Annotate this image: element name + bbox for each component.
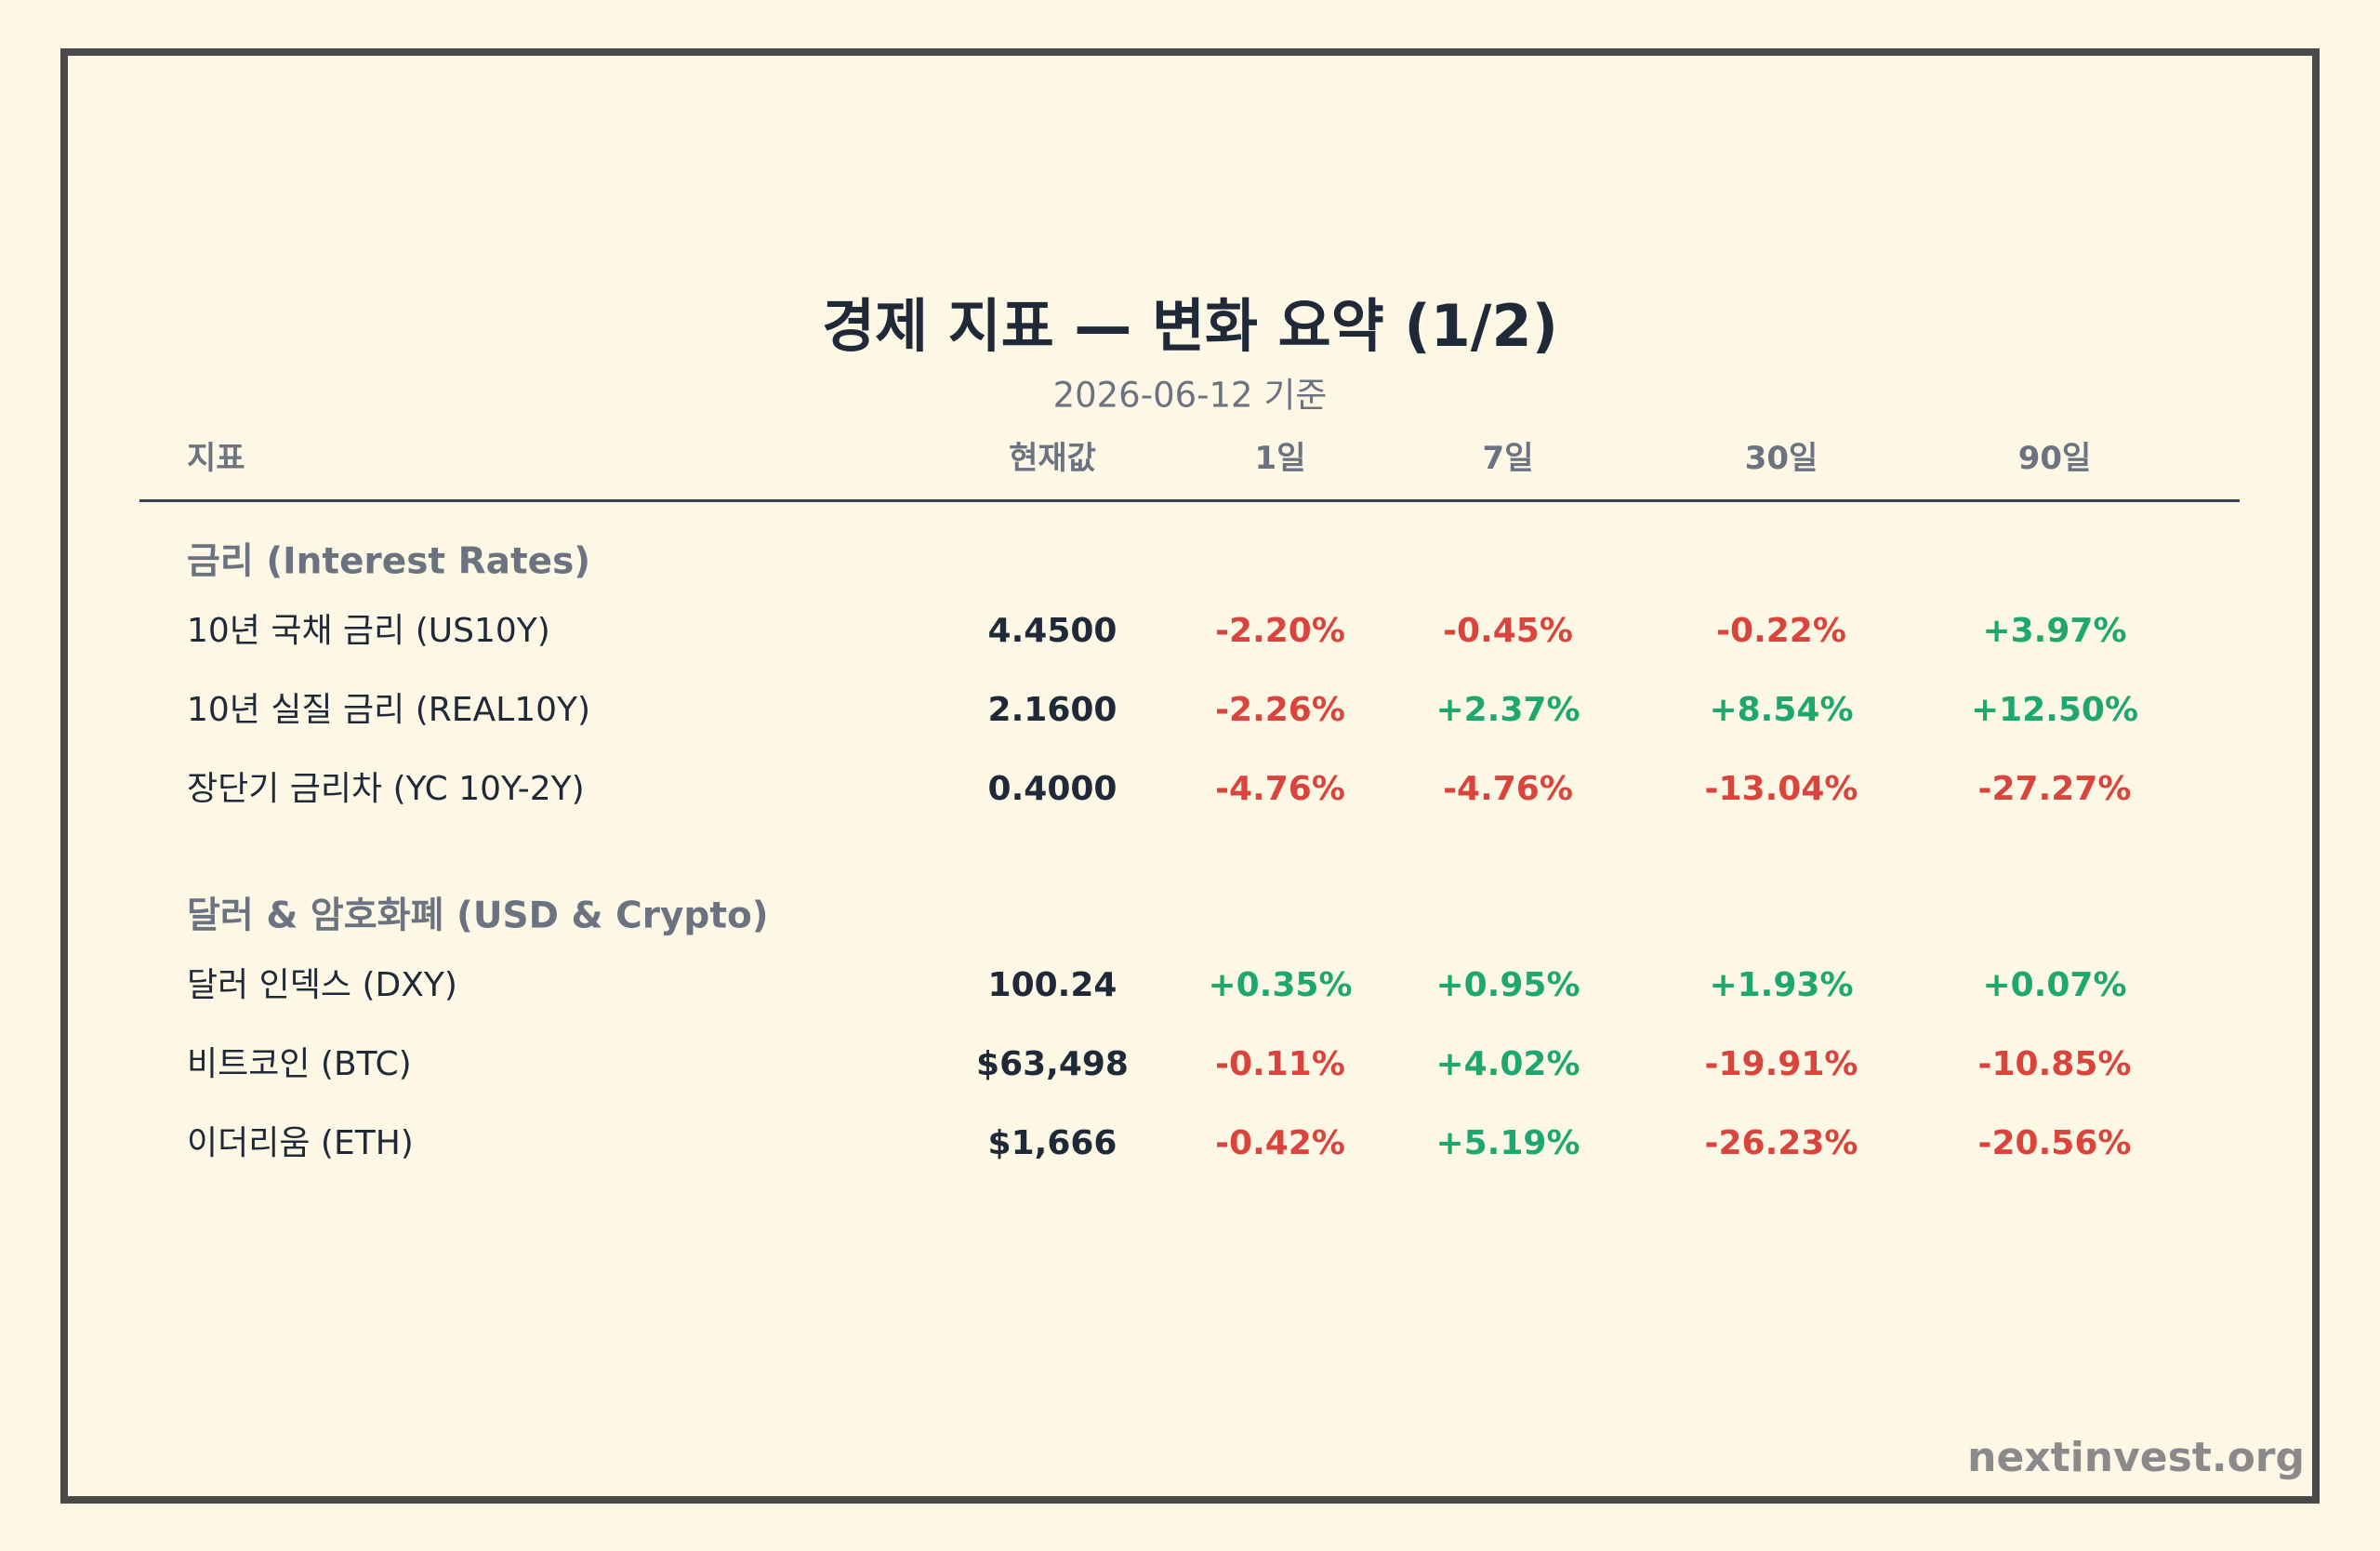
- frame: [60, 48, 2320, 1504]
- current-value: $63,498: [976, 1045, 1129, 1083]
- section-title: 달러 & 암호화폐 (USD & Crypto): [187, 895, 769, 937]
- change-value: -0.22%: [1716, 612, 1846, 650]
- subtitle: 2026-06-12 기준: [1052, 375, 1328, 416]
- change-value: -0.42%: [1215, 1124, 1345, 1162]
- header-rule: [139, 499, 2240, 502]
- change-value: -27.27%: [1977, 770, 2132, 808]
- column-header: 1일: [1254, 440, 1306, 477]
- current-value: 4.4500: [987, 612, 1117, 650]
- change-value: -26.23%: [1704, 1124, 1858, 1162]
- change-value: -0.11%: [1215, 1045, 1345, 1083]
- change-value: -13.04%: [1704, 770, 1858, 808]
- change-value: +0.95%: [1435, 966, 1580, 1004]
- change-value: +4.02%: [1435, 1045, 1580, 1083]
- title: 경제 지표 — 변화 요약 (1/2): [822, 292, 1558, 360]
- column-header: 7일: [1482, 440, 1534, 477]
- change-value: -2.26%: [1215, 691, 1345, 729]
- current-value: 2.1600: [987, 691, 1117, 729]
- change-value: +5.19%: [1435, 1124, 1580, 1162]
- change-value: +12.50%: [1970, 691, 2139, 729]
- change-value: -4.76%: [1215, 770, 1345, 808]
- change-value: +0.35%: [1208, 966, 1353, 1004]
- change-value: +2.37%: [1435, 691, 1580, 729]
- row-label: 장단기 금리차 (YC 10Y-2Y): [187, 770, 585, 808]
- row-label: 10년 실질 금리 (REAL10Y): [187, 691, 591, 729]
- current-value: 0.4000: [987, 770, 1117, 808]
- change-value: +3.97%: [1982, 612, 2127, 650]
- column-header: 지표: [187, 440, 245, 477]
- change-value: -4.76%: [1443, 770, 1573, 808]
- brand: nextinvest.org: [1967, 1434, 2305, 1481]
- change-value: -0.45%: [1443, 612, 1573, 650]
- change-value: +8.54%: [1709, 691, 1854, 729]
- change-value: -20.56%: [1977, 1124, 2132, 1162]
- change-value: -2.20%: [1215, 612, 1345, 650]
- column-header: 90일: [2017, 440, 2092, 477]
- row-label: 이더리움 (ETH): [187, 1124, 414, 1162]
- change-value: -10.85%: [1977, 1045, 2132, 1083]
- section-title: 금리 (Interest Rates): [187, 540, 591, 583]
- change-value: +1.93%: [1709, 966, 1854, 1004]
- row-label: 달러 인덱스 (DXY): [187, 966, 457, 1004]
- current-value: $1,666: [987, 1124, 1117, 1162]
- row-label: 10년 국채 금리 (US10Y): [187, 612, 550, 650]
- column-header: 30일: [1744, 440, 1818, 477]
- change-value: +0.07%: [1982, 966, 2127, 1004]
- change-value: -19.91%: [1704, 1045, 1858, 1083]
- current-value: 100.24: [987, 966, 1117, 1004]
- column-header: 현재값: [1009, 440, 1096, 477]
- row-label: 비트코인 (BTC): [187, 1045, 412, 1083]
